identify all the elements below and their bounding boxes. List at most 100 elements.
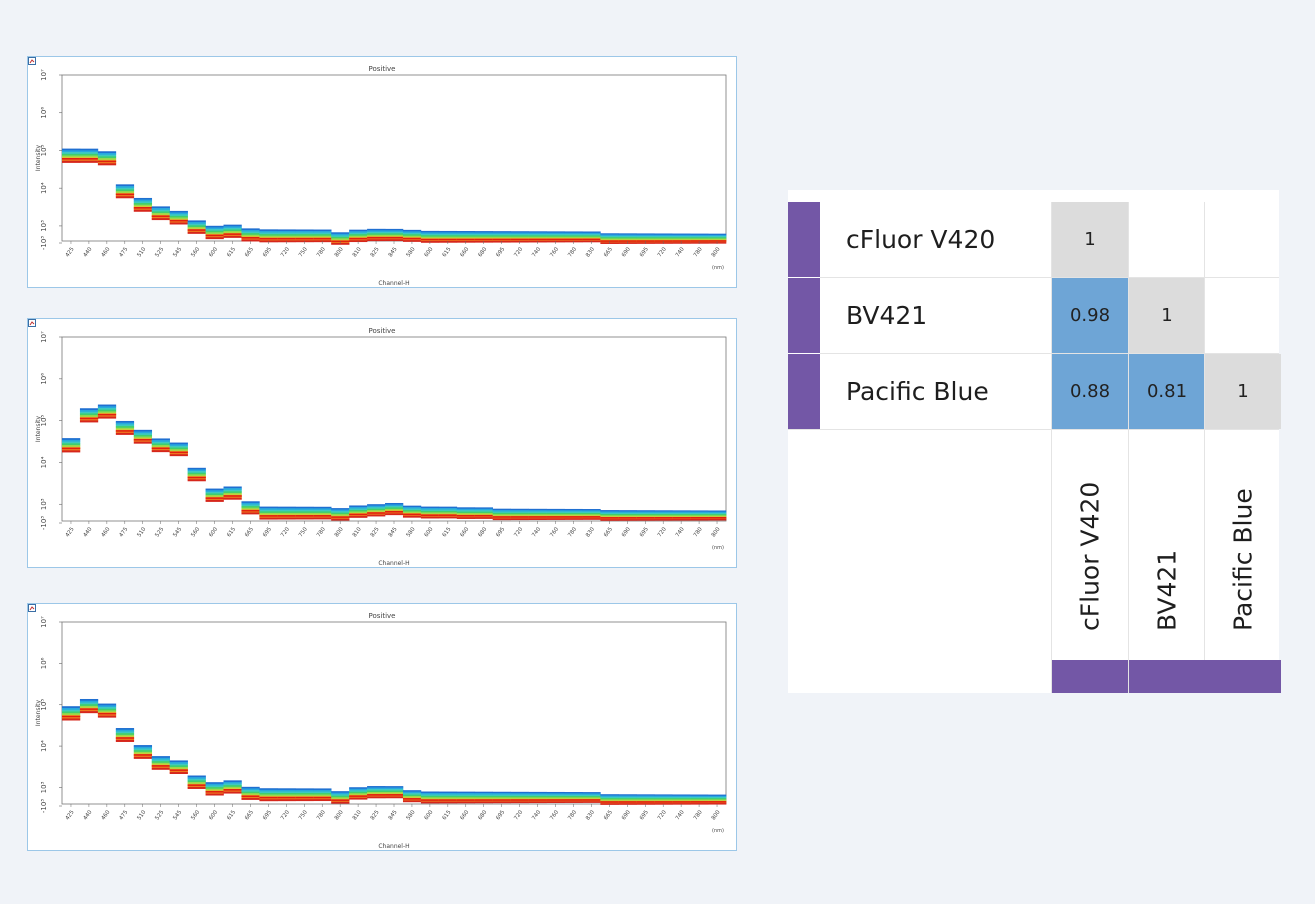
spectrum-band-segment	[528, 794, 547, 797]
spectrum-band-segment	[582, 792, 601, 794]
spectrum-band-segment	[62, 707, 81, 711]
x-tick-label: 475	[119, 526, 130, 538]
spectrum-band-segment	[313, 788, 332, 791]
spectrum-band-segment	[492, 793, 511, 795]
spectrum-peak-line	[97, 712, 117, 715]
spectrum-band-segment	[546, 508, 565, 511]
spectrum-band-segment	[564, 235, 583, 238]
spectrum-band-segment	[151, 450, 170, 453]
spectrum-band-segment	[636, 796, 655, 799]
y-tick-label: -10³	[40, 236, 48, 250]
spectrum-band-segment	[169, 445, 188, 448]
spectrum-peak-line	[187, 229, 206, 231]
spectrum-band-segment	[492, 508, 511, 511]
y-tick-label: 10⁷	[40, 69, 48, 81]
x-tick-label: 760	[549, 526, 560, 538]
spectrum-band-segment	[205, 488, 224, 491]
spectrum-peak-line	[582, 238, 601, 241]
spectrum-band-segment	[474, 795, 494, 798]
spectrum-band-segment	[474, 797, 494, 800]
spectrum-band-segment	[528, 232, 547, 235]
spectrum-band-segment	[62, 441, 81, 444]
chart-title: Positive	[368, 65, 396, 73]
spectrum-band-segment	[187, 477, 206, 480]
x-tick-label: 615	[442, 809, 453, 821]
spectrum-band-segment	[241, 791, 260, 794]
spectrum-band-segment	[618, 512, 637, 515]
spectrum-band-segment	[97, 156, 117, 159]
column-label: Pacific Blue	[1205, 430, 1281, 660]
x-tick-label: 740	[531, 809, 542, 821]
spectrum-band-segment	[187, 231, 206, 234]
spectrum-band-segment	[564, 799, 583, 802]
spectrum-band-segment	[259, 516, 278, 518]
spectrum-band-segment	[385, 513, 404, 516]
spectrum-band-segment	[582, 799, 601, 802]
x-tick-label: 660	[459, 809, 470, 821]
spectrum-peak-line	[402, 798, 422, 800]
x-tick-label: 665	[244, 526, 255, 538]
spectrum-peak-line	[97, 160, 117, 163]
x-tick-label: 825	[370, 526, 381, 538]
spectrum-peak-line	[62, 715, 81, 718]
spectrum-band-segment	[456, 512, 476, 515]
spectrum-band-segment	[474, 507, 494, 510]
y-tick-label: 10⁶	[40, 107, 48, 119]
spectrum-peak-line	[708, 516, 727, 519]
spectrum-band-segment	[277, 516, 296, 518]
spectrum-peak-line	[367, 236, 386, 239]
spectrum-band-segment	[456, 507, 476, 510]
spectrum-band-segment	[295, 799, 314, 802]
spectrum-peak-line	[79, 417, 99, 420]
spectrum-band-segment	[133, 751, 153, 754]
spectrum-band-segment	[582, 797, 601, 799]
spectrum-band-segment	[349, 505, 368, 508]
spectrum-peak-line	[205, 234, 224, 237]
spectrum-band-segment	[169, 763, 188, 766]
spectrum-band-segment	[510, 512, 529, 515]
spectrum-band-segment	[187, 223, 206, 226]
spectrum-band-segment	[546, 231, 565, 233]
spectrum-band-segment	[420, 236, 440, 239]
spectrum-band-segment	[546, 516, 565, 519]
spectrum-band-segment	[205, 785, 224, 788]
spectrum-band-segment	[456, 795, 476, 798]
spectrum-band-segment	[492, 235, 511, 238]
spectrum-band-segment	[313, 794, 332, 797]
spectrum-peak-line	[420, 799, 440, 801]
spectrum-peak-line	[438, 799, 458, 801]
x-tick-label: 720	[280, 246, 291, 258]
spectrum-band-segment	[636, 233, 655, 235]
spectrum-band-segment	[600, 510, 619, 512]
spectrum-band-segment	[205, 232, 224, 235]
spectrum-band-segment	[582, 231, 601, 234]
spectrum-band-segment	[528, 508, 547, 511]
spectrum-band-segment	[223, 791, 242, 794]
spectrum-band-segment	[97, 151, 117, 154]
grid-line	[788, 429, 1279, 430]
row-marker	[788, 202, 820, 277]
x-tick-label: 615	[442, 246, 453, 258]
spectrum-band-segment	[367, 233, 386, 236]
spectrum-peak-line	[528, 238, 547, 241]
spectrum-band-segment	[349, 511, 368, 514]
spectrum-band-segment	[618, 801, 637, 804]
spectrum-band-segment	[636, 514, 655, 516]
spectrum-band-segment	[528, 234, 547, 236]
spectrum-band-segment	[672, 510, 691, 512]
spectrum-band-segment	[115, 194, 135, 197]
spectrum-band-segment	[151, 762, 170, 765]
x-tick-label: 780	[316, 809, 327, 821]
spectrum-band-segment	[367, 504, 386, 506]
spectrum-band-segment	[474, 233, 494, 236]
spectrum-band-segment	[510, 508, 529, 511]
spectrum-band-segment	[402, 794, 422, 797]
x-tick-label: 665	[603, 809, 614, 821]
spectrum-band-segment	[241, 796, 260, 799]
spectrum-band-segment	[241, 506, 260, 508]
spectrum-band-segment	[169, 210, 188, 213]
x-tick-label: 720	[280, 809, 291, 821]
x-tick-label: 695	[495, 526, 506, 538]
spectrum-band-segment	[564, 511, 583, 514]
spectrum-band-segment	[169, 772, 188, 774]
